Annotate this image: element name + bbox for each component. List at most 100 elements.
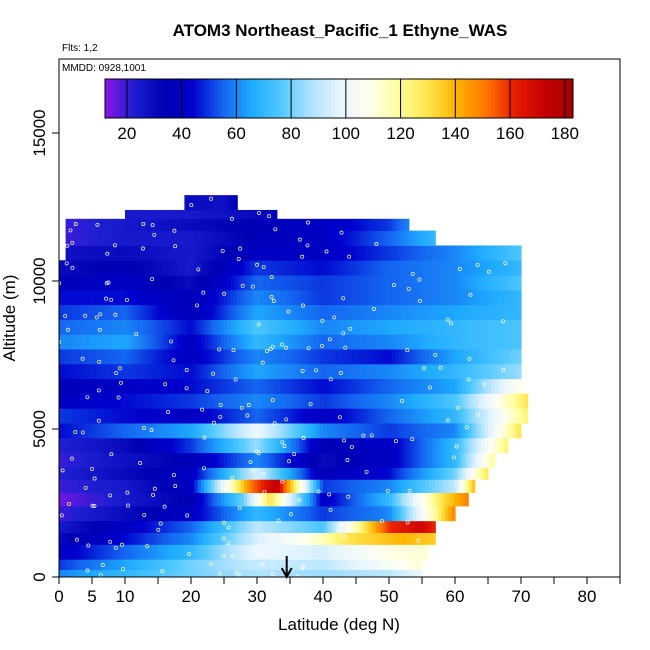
heatmap-cell xyxy=(332,230,337,246)
heatmap-cell xyxy=(431,378,436,394)
heatmap-cell xyxy=(270,319,275,335)
heatmap-cell xyxy=(481,393,486,409)
heatmap-cell xyxy=(484,245,489,261)
heatmap-cell xyxy=(141,479,146,494)
heatmap-cell xyxy=(101,492,106,507)
heatmap-cell xyxy=(233,492,238,507)
heatmap-cell xyxy=(418,559,423,570)
heatmap-cell xyxy=(154,532,159,545)
heatmap-cell xyxy=(158,275,162,291)
heatmap-cell xyxy=(422,467,426,480)
heatmap-cell xyxy=(131,349,136,365)
heatmap-cell xyxy=(161,363,166,380)
heatmap-cell xyxy=(197,334,202,350)
heatmap-cell xyxy=(250,260,255,276)
heatmap-cell xyxy=(290,408,294,424)
heatmap-cell xyxy=(158,408,162,424)
heatmap-cell xyxy=(207,467,212,480)
heatmap-cell xyxy=(161,378,166,394)
sample-point xyxy=(120,542,124,547)
heatmap-cell xyxy=(458,423,463,439)
heatmap-cell xyxy=(438,437,443,454)
heatmap-cell xyxy=(121,544,126,560)
heatmap-cell xyxy=(445,245,449,261)
heatmap-cell xyxy=(141,569,146,577)
heatmap-cell xyxy=(204,437,209,454)
heatmap-cell xyxy=(95,289,100,306)
sample-point xyxy=(226,541,231,546)
heatmap-cell xyxy=(296,452,301,468)
heatmap-cell xyxy=(270,218,275,232)
heatmap-cell xyxy=(497,289,502,306)
heatmap-cell xyxy=(144,452,149,468)
heatmap-cell xyxy=(68,492,73,507)
heatmap-cell xyxy=(230,559,235,570)
heatmap-cell xyxy=(250,230,255,246)
heatmap-cell xyxy=(405,423,410,439)
heatmap-cell xyxy=(481,334,486,350)
sample-point xyxy=(95,222,100,227)
heatmap-cell xyxy=(164,520,169,533)
heatmap-cell xyxy=(356,230,360,246)
heatmap-cell xyxy=(171,393,176,409)
heatmap-cell xyxy=(491,245,496,261)
heatmap-cell xyxy=(257,304,261,320)
heatmap-cell xyxy=(115,304,119,320)
heatmap-cell xyxy=(197,218,202,232)
heatmap-cell xyxy=(352,505,357,522)
heatmap-cell xyxy=(214,479,218,494)
heatmap-cell xyxy=(118,260,123,276)
heatmap-cell xyxy=(471,408,476,424)
heatmap-cell xyxy=(332,544,337,560)
heatmap-cell xyxy=(247,479,251,494)
heatmap-cell xyxy=(323,289,327,306)
sample-point xyxy=(105,251,110,256)
heatmap-cell xyxy=(151,275,156,291)
heatmap-cell xyxy=(365,363,370,380)
heatmap-cell xyxy=(220,378,225,394)
heatmap-cell xyxy=(514,349,519,365)
heatmap-cell xyxy=(362,569,367,577)
heatmap-cell xyxy=(441,304,446,320)
heatmap-cell xyxy=(82,349,86,365)
heatmap-cell xyxy=(329,334,334,350)
heatmap-cell xyxy=(101,520,106,533)
heatmap-cell xyxy=(313,230,317,246)
heatmap-cell xyxy=(372,378,377,394)
heatmap-cell xyxy=(346,304,350,320)
heatmap-cell xyxy=(276,230,281,246)
heatmap-cell xyxy=(441,437,446,454)
heatmap-cell xyxy=(68,408,73,424)
sample-point xyxy=(446,418,450,423)
sample-point xyxy=(205,389,210,394)
heatmap-cell xyxy=(75,363,80,380)
heatmap-cell xyxy=(167,209,172,220)
heatmap-cell xyxy=(184,218,189,232)
heatmap-cell xyxy=(303,408,308,424)
heatmap-cell xyxy=(326,544,331,560)
sample-point xyxy=(282,444,287,449)
heatmap-cell xyxy=(412,423,416,439)
heatmap-cell xyxy=(85,437,90,454)
heatmap-cell xyxy=(191,544,195,560)
heatmap-cell xyxy=(494,319,499,335)
heatmap-cell xyxy=(141,520,146,533)
heatmap-cell xyxy=(309,505,314,522)
heatmap-cell xyxy=(494,423,499,439)
heatmap-cell xyxy=(72,245,77,261)
heatmap-cell xyxy=(451,437,456,454)
heatmap-cell xyxy=(237,245,242,261)
heatmap-cell xyxy=(85,260,90,276)
sample-point xyxy=(305,243,310,248)
heatmap-cell xyxy=(389,349,393,365)
heatmap-cell xyxy=(247,209,251,220)
heatmap-cell xyxy=(161,245,166,261)
heatmap-cell xyxy=(412,245,416,261)
heatmap-cell xyxy=(184,532,189,545)
heatmap-cell xyxy=(187,520,192,533)
heatmap-cell xyxy=(313,245,317,261)
heatmap-cell xyxy=(224,209,228,220)
heatmap-cell xyxy=(184,437,189,454)
heatmap-cell xyxy=(352,334,357,350)
sample-point xyxy=(160,569,165,574)
